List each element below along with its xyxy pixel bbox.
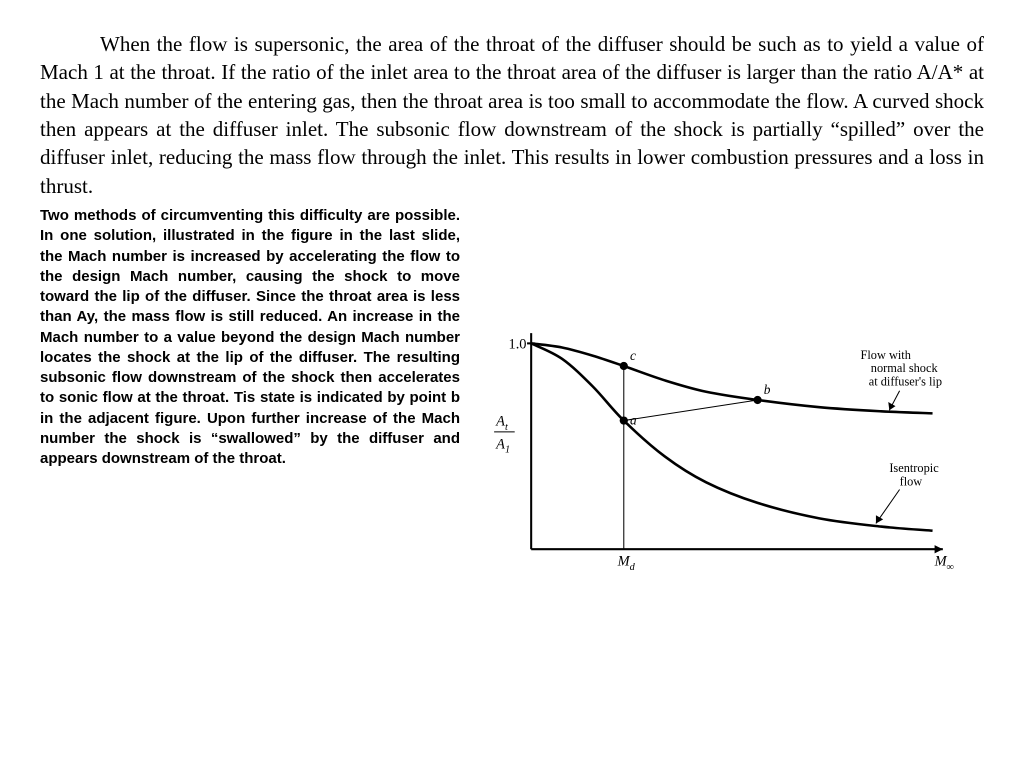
chart-container: 1.0 At A1 c a b [490,206,984,591]
annotation-upper: Flow with normal shock at diffuser's lip [861,348,943,410]
area-ratio-chart: 1.0 At A1 c a b [490,286,984,586]
svg-text:A1: A1 [495,436,510,455]
svg-text:At: At [495,414,509,433]
left-paragraph-text: Two methods of circumventing this diffic… [40,207,460,467]
top-paragraph-text: When the flow is supersonic, the area of… [40,32,984,198]
y-tick-label-1: 1.0 [509,337,527,353]
x-axis-arrow [935,545,943,553]
x-label-md: Md [617,554,636,573]
point-b [753,396,761,404]
top-paragraph: When the flow is supersonic, the area of… [40,30,984,200]
annotation-lower: Isentropic flow [876,461,942,523]
x-label-minf: M∞ [934,554,954,573]
point-a [620,417,628,425]
guide-horizontal [624,400,758,421]
point-a-label: a [630,413,637,428]
svg-text:Flow with normal sho: Flow with normal shock at diffuser's lip [861,348,943,389]
point-c [620,362,628,370]
left-paragraph: Two methods of circumventing this diffic… [40,206,460,591]
point-b-label: b [764,382,771,397]
y-axis-label: At A1 [494,414,515,456]
point-c-label: c [630,348,636,363]
svg-text:Isentropic flow: Isentropic flow [889,461,941,488]
